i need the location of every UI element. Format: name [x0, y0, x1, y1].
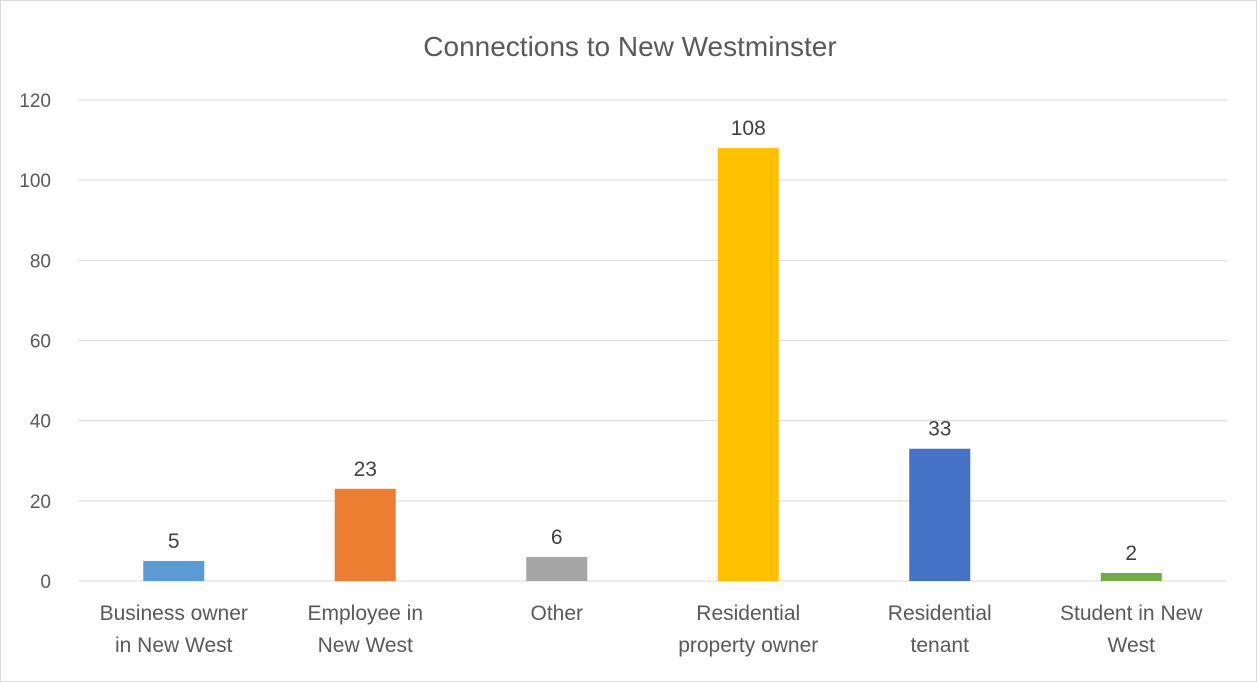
- x-category-label-line: Residential: [696, 602, 800, 625]
- bar: [143, 560, 205, 581]
- data-label: 6: [551, 526, 563, 549]
- x-category-label: Residential property owner: [678, 602, 818, 657]
- y-tick-label: 20: [30, 492, 51, 513]
- x-category-label-line: in New West: [115, 634, 233, 657]
- bar: [909, 448, 971, 581]
- y-tick-label: 80: [30, 251, 51, 272]
- bar: [1100, 572, 1162, 581]
- y-tick-label: 0: [40, 572, 51, 593]
- data-label: 2: [1125, 542, 1137, 565]
- x-category-label-line: Residential: [888, 602, 992, 625]
- data-label: 33: [928, 418, 951, 441]
- bar: [334, 488, 396, 581]
- y-tick-label: 40: [30, 412, 51, 433]
- data-label: 23: [354, 458, 377, 481]
- x-category-label: Business owner in New West: [100, 602, 248, 657]
- bar: [526, 556, 588, 581]
- data-label: 108: [731, 117, 766, 140]
- x-axis-categories: Business owner in New West Employee in New …: [100, 602, 1204, 657]
- y-tick-label: 120: [19, 91, 51, 112]
- x-category-label-line: New West: [318, 634, 413, 657]
- x-category-label-line: tenant: [911, 634, 970, 657]
- y-axis-ticks: 0 20 40 60 80 100 120: [19, 91, 51, 593]
- x-category-label-line: property owner: [678, 634, 818, 657]
- data-labels: 5 23 6 108 33 2: [168, 117, 1137, 565]
- x-category-label-line: Student in New: [1060, 602, 1203, 625]
- chart-title: Connections to New Westminster: [423, 31, 836, 62]
- x-category-label: Student in New West: [1060, 602, 1203, 657]
- data-label: 5: [168, 530, 180, 553]
- x-category-label: Residential tenant: [888, 602, 992, 657]
- x-category-label-line: Other: [530, 602, 583, 625]
- bars: [143, 148, 1162, 581]
- x-category-label-line: Business owner: [100, 602, 248, 625]
- x-category-label-line: West: [1108, 634, 1156, 657]
- x-category-label: Employee in New West: [307, 602, 423, 657]
- y-tick-label: 60: [30, 332, 51, 353]
- x-category-label-line: Employee in: [307, 602, 423, 625]
- y-tick-label: 100: [19, 171, 51, 192]
- gridlines: [78, 99, 1227, 582]
- bar: [717, 148, 779, 581]
- x-category-label: Other: [530, 602, 583, 625]
